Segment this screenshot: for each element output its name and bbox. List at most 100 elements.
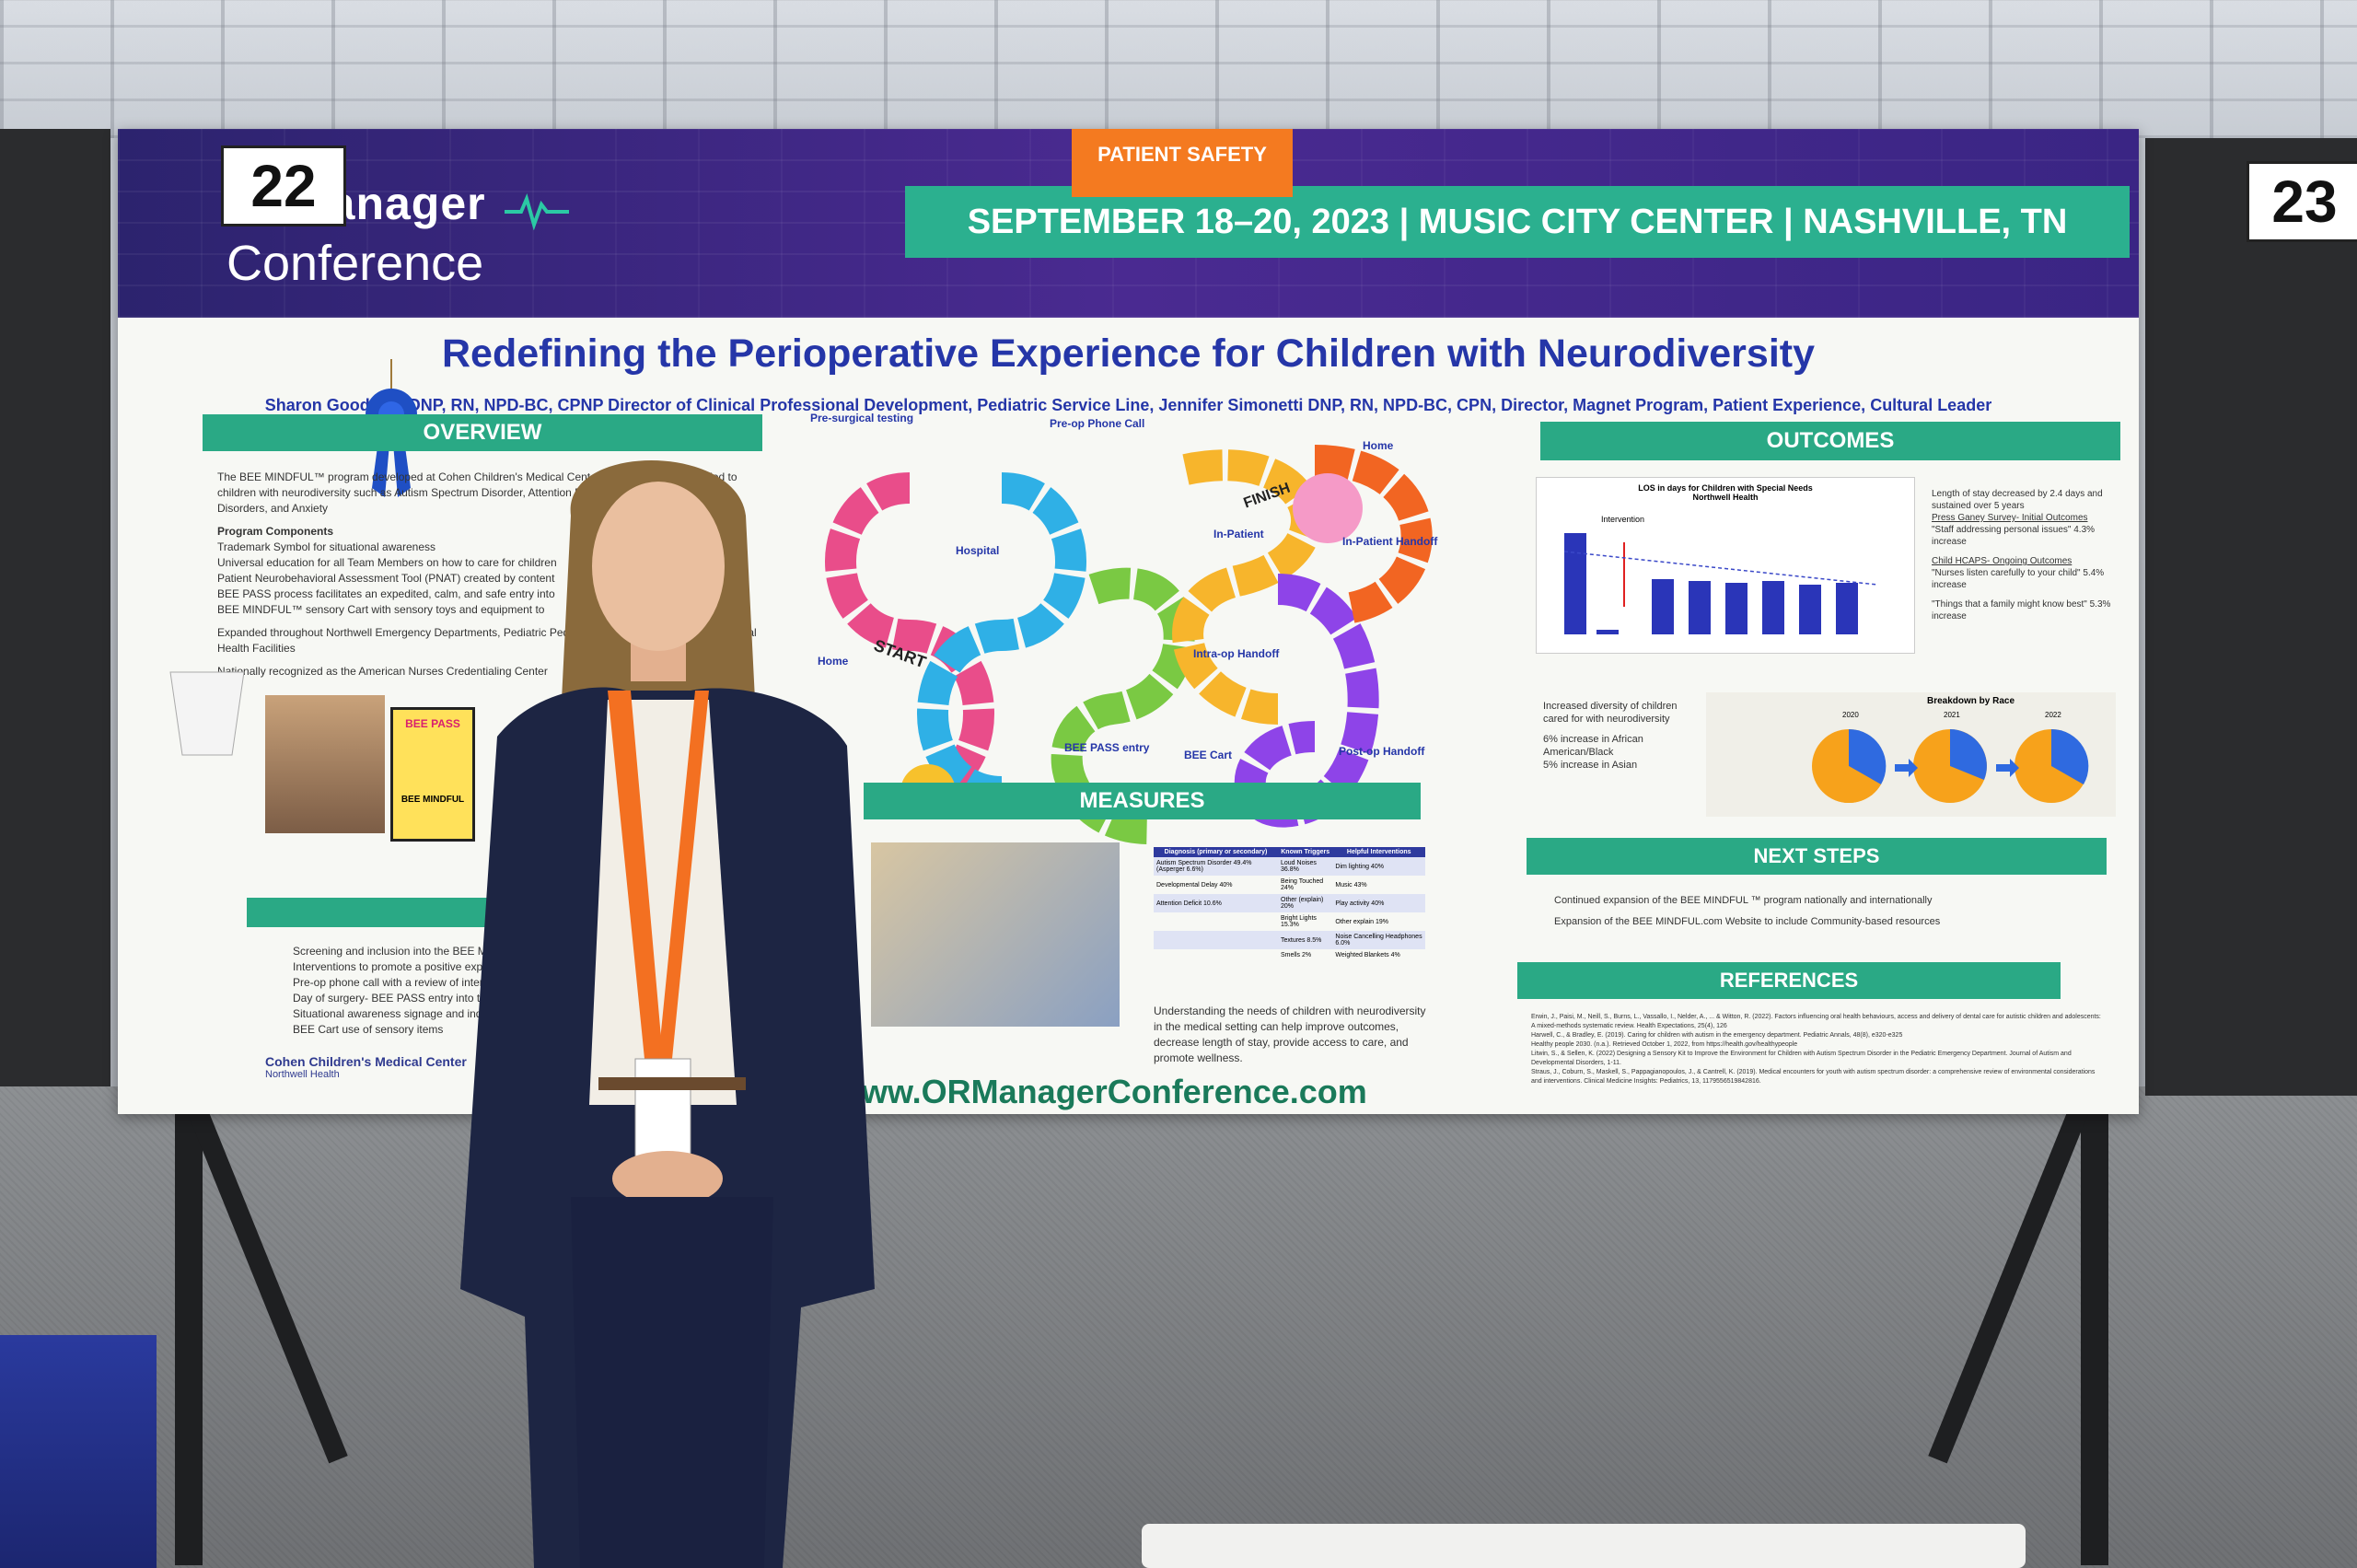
los-chart: LOS in days for Children with Special Ne… xyxy=(1536,477,1915,654)
cohen-logo: Cohen Children's Medical Center Northwel… xyxy=(265,1054,467,1080)
table-cell: Textures 8.5% xyxy=(1281,936,1322,944)
patient-photo xyxy=(871,842,1120,1027)
intervention-item: Day of surgery- BEE PASS entry into the xyxy=(293,992,493,1005)
paper-cup xyxy=(169,671,245,756)
next-step-item: Expansion of the BEE MINDFUL.com Website… xyxy=(1554,916,1941,927)
cohen-logo-sub: Northwell Health xyxy=(265,1069,340,1080)
race-year-2020: 2020 xyxy=(1842,711,1859,719)
right-neighbor-board xyxy=(2145,138,2357,1096)
intervention-item: Pre-op phone call with a review of inter… xyxy=(293,976,525,989)
table-cell: Developmental Delay 40% xyxy=(1156,881,1233,889)
table-cell xyxy=(1154,912,1278,931)
intervention-item: Screening and inclusion into the BEE MIN… xyxy=(293,945,528,958)
website-url: www.ORManagerConference.com xyxy=(836,1073,1367,1110)
heartbeat-icon xyxy=(505,193,569,230)
dates-venue-banner: SEPTEMBER 18–20, 2023 | MUSIC CITY CENTE… xyxy=(905,186,2130,258)
table-cell xyxy=(1154,949,1278,961)
intervention-item: Situational awareness signage and indivi… xyxy=(293,1007,514,1020)
measures-col-header: Diagnosis (primary or secondary) xyxy=(1164,849,1268,855)
bee-pass-card: BEE PASS BEE MINDFUL xyxy=(390,707,475,842)
game-label-bee-cart: BEE Cart xyxy=(1184,749,1233,761)
outcome-note: "Things that a family might know best" 5… xyxy=(1932,599,2111,621)
bee-pass-label: BEE PASS xyxy=(405,717,460,730)
race-pie-2021 xyxy=(1913,729,1987,803)
next-steps-list: Continued expansion of the BEE MINDFUL ™… xyxy=(1554,893,2107,930)
race-chart-title: Breakdown by Race xyxy=(1927,696,2015,706)
table-cell: Play activity 40% xyxy=(1335,900,1385,907)
cohen-logo-text: Cohen Children's Medical Center xyxy=(265,1054,467,1069)
table-cell: Being Touched 24% xyxy=(1281,878,1324,891)
race-chart: Breakdown by Race 2020 2021 2022 xyxy=(1706,692,2116,817)
overview-text: The BEE MINDFUL™ program developed at Co… xyxy=(217,470,761,679)
table-row: Bright Lights 15.3% Other explain 19% xyxy=(1154,912,1425,931)
overview-line: Trademark Symbol for situational awarene… xyxy=(217,540,435,553)
game-label-pre-op-call: Pre-op Phone Call xyxy=(1050,417,1145,430)
interventions-list: Screening and inclusion into the BEE MIN… xyxy=(293,944,772,1038)
outcomes-notes: Length of stay decreased by 2.4 days and… xyxy=(1932,488,2116,622)
los-chart-marker: Intervention xyxy=(1601,515,1645,524)
measures-table: Diagnosis (primary or secondary) Known T… xyxy=(1154,847,1425,961)
overview-line: Program Components xyxy=(217,525,334,538)
stand-leg-left xyxy=(175,1086,203,1565)
game-label-hospital: Hospital xyxy=(956,544,1000,557)
overview-line: Expanded throughout Northwell Emergency … xyxy=(217,626,757,655)
carpet-floor xyxy=(0,1086,2357,1568)
los-chart-title: LOS in days for Children with Special Ne… xyxy=(1638,483,1813,493)
race-pie-2020 xyxy=(1812,728,1887,804)
table-row: Smells 2% Weighted Blankets 4% xyxy=(1154,949,1425,961)
tote-bag xyxy=(0,1335,157,1568)
reference-item: Harwell, C., & Bradley, E. (2019). Carin… xyxy=(1531,1032,1903,1039)
outcome-note: "Staff addressing personal issues" 4.3% … xyxy=(1932,525,2096,547)
los-chart-bars xyxy=(1563,533,1878,634)
overview-line: BEE MINDFUL™ sensory Cart with sensory t… xyxy=(217,603,545,616)
diversity-line: 5% increase in Asian xyxy=(1543,760,1638,771)
intervention-item: Interventions to promote a positive expe… xyxy=(293,960,519,973)
ceiling-truss xyxy=(0,0,2357,138)
race-pie-2022 xyxy=(2014,728,2089,803)
race-year-2021: 2021 xyxy=(1944,711,1960,719)
measures-text: Understanding the needs of children with… xyxy=(1154,1005,1426,1064)
game-label-bee-pass-entry: BEE PASS entry xyxy=(1064,741,1150,754)
table-cell: Dim lighting 40% xyxy=(1335,863,1384,870)
game-label-home-bottom: Home xyxy=(818,655,849,668)
reference-item: Erwin, J., Paisi, M., Neill, S., Burns, … xyxy=(1531,1014,2101,1029)
outcome-note: "Nurses listen carefully to your child" … xyxy=(1932,568,2105,590)
table-cell: Autism Spectrum Disorder 49.4% (Asperger… xyxy=(1156,860,1252,873)
nurse-photo xyxy=(265,695,385,833)
reference-item: Healthy people 2030. (n.a.). Retrieved O… xyxy=(1531,1041,1798,1048)
poster-authors: Sharon Goodman DNP, RN, NPD-BC, CPNP Dir… xyxy=(264,396,1992,414)
outcome-note: Press Ganey Survey- Initial Outcomes xyxy=(1932,513,2088,523)
game-label-in-patient-handoff: In-Patient Handoff xyxy=(1342,535,1438,548)
board-number-right: 23 xyxy=(2247,161,2357,242)
poster-tube xyxy=(1142,1524,2026,1568)
game-label-home-top: Home xyxy=(1363,439,1394,452)
next-steps-header: NEXT STEPS xyxy=(1527,838,2107,875)
table-cell: Noise Cancelling Headphones 6.0% xyxy=(1335,934,1422,947)
poster-title: Redefining the Perioperative Experience … xyxy=(441,331,1816,376)
game-label-pre-surgical: Pre-surgical testing xyxy=(810,412,914,424)
overview-line: Nationally recognized as the American Nu… xyxy=(217,665,548,678)
intervention-item: BEE Cart use of sensory items xyxy=(293,1023,444,1036)
table-cell: Loud Noises 36.8% xyxy=(1281,860,1317,873)
category-tag: PATIENT SAFETY xyxy=(1072,129,1293,197)
table-row: Developmental Delay 40% Being Touched 24… xyxy=(1154,876,1425,894)
table-row: Textures 8.5% Noise Cancelling Headphone… xyxy=(1154,931,1425,949)
next-step-item: Continued expansion of the BEE MINDFUL ™… xyxy=(1554,895,1933,906)
overview-line: Patient Neurobehavioral Assessment Tool … xyxy=(217,572,555,585)
measures-header: MEASURES xyxy=(864,783,1421,819)
reference-item: Litwin, S., & Sellen, K. (2022) Designin… xyxy=(1531,1051,2072,1066)
outcomes-header: OUTCOMES xyxy=(1540,422,2120,460)
los-chart-subtitle: Northwell Health xyxy=(1692,493,1759,502)
diversity-line: Increased diversity of children cared fo… xyxy=(1543,701,1678,725)
table-row: Autism Spectrum Disorder 49.4% (Asperger… xyxy=(1154,857,1425,876)
table-cell: Music 43% xyxy=(1335,881,1367,889)
table-cell: Weighted Blankets 4% xyxy=(1335,952,1400,958)
outcome-note: Length of stay decreased by 2.4 days and… xyxy=(1932,489,2103,511)
overview-line: Universal education for all Team Members… xyxy=(217,556,557,569)
board-number-left: 22 xyxy=(221,145,346,226)
interventions-header xyxy=(247,898,762,927)
left-neighbor-board xyxy=(0,129,110,1086)
bee-mindful-label: BEE MINDFUL xyxy=(401,795,465,805)
game-label-intra-op: Intra-op Handoff xyxy=(1193,647,1280,660)
poster: ORManager Conference SEPTEMBER 18–20, 20… xyxy=(118,129,2139,1114)
